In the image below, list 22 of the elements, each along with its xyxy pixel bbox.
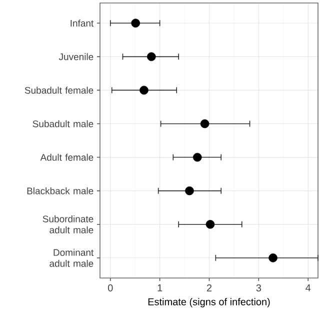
y-tick-label: Adult female	[40, 154, 94, 161]
x-axis-title: Estimate (signs of infection)	[148, 298, 270, 308]
point	[131, 18, 140, 28]
y-tick-label: Subordinate adult male	[42, 215, 94, 234]
y-tick-label: Blackback male	[27, 187, 94, 194]
point	[206, 220, 215, 229]
point	[268, 253, 278, 262]
x-tick-label: 3	[256, 284, 262, 292]
x-tick-label: 1	[158, 284, 162, 292]
y-tick-label: Subadult male	[32, 120, 94, 128]
y-tick-label: Juvenile	[58, 53, 94, 60]
y-tick-label: Infant	[70, 20, 94, 27]
y-tick-label: Subadult female	[24, 86, 94, 94]
point	[200, 119, 210, 128]
point	[147, 52, 156, 62]
point	[185, 186, 194, 196]
point	[192, 152, 202, 162]
x-tick-label: 0	[108, 284, 113, 292]
y-tick-label: Dominant adult male	[50, 248, 94, 267]
x-tick-label: 4	[306, 284, 311, 292]
point	[140, 86, 148, 95]
x-tick-label: 2	[206, 284, 212, 292]
